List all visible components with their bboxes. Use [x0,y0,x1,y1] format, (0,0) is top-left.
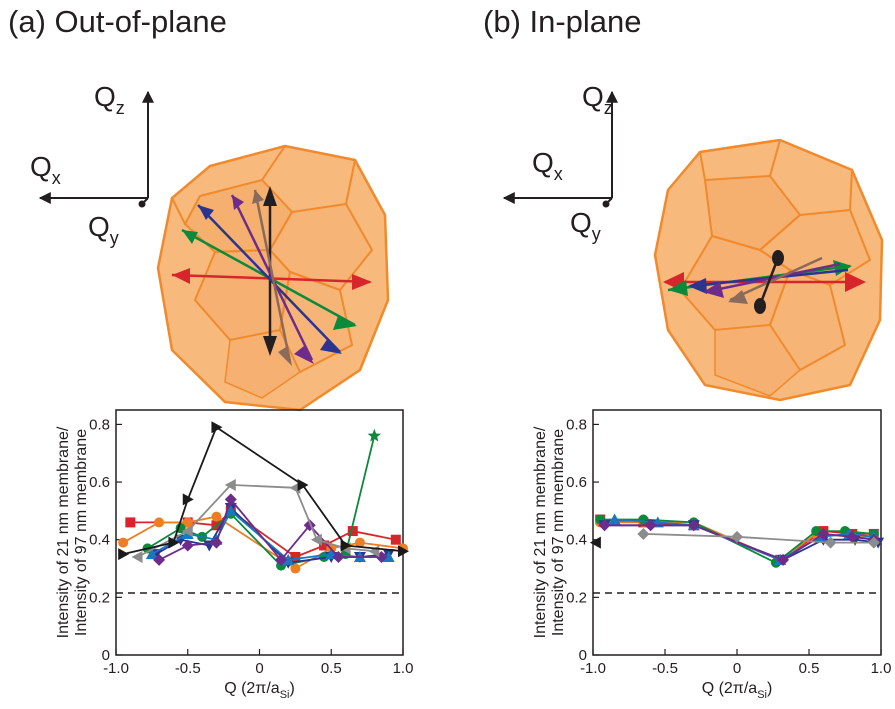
y-tick-label: 0.4 [89,532,110,549]
x-tick-label: 1.0 [871,660,892,677]
y-axis-label-line2-a: Intensity of 97 nm membrane [73,429,90,636]
x-tick-label: 0 [255,660,263,677]
y-axis-label-line2-b: Intensity of 97 nm membrane [550,429,567,636]
data-point [398,545,409,558]
qy-label-b: Qy [570,207,601,244]
chart-a: -1.0 -0.5 0 0.5 1.0 0 0.2 0.4 0.6 0.8 Q (2π/aSi) In… [55,409,414,701]
axes-triad-a: Qz Qx Qy [30,81,154,248]
data-point [118,548,130,561]
series-a-8 [118,421,409,561]
data-point [644,519,657,532]
data-point [390,534,401,545]
data-point [290,563,301,574]
data-point [598,519,611,532]
data-point [211,511,222,522]
data-point [846,530,859,543]
data-point [340,539,352,552]
data-point [168,536,180,549]
series-line [643,533,874,544]
data-point [354,537,365,548]
qz-label-a: Qz [94,81,125,118]
data-point [731,530,743,543]
data-point [182,517,193,528]
data-point [118,537,129,548]
x-tick-label: -1.0 [103,660,129,677]
data-point [347,526,358,537]
series-b-8 [589,536,601,549]
x-tick-label: -0.5 [652,660,678,677]
y-tick-label: 0 [102,647,110,664]
data-point [637,527,650,540]
y-tick-label: 0.8 [89,416,110,433]
data-point [182,493,194,506]
y-tick-label: 0.2 [89,589,110,606]
data-point [224,504,237,516]
data-point [211,421,223,434]
data-point [589,536,601,549]
data-point [310,533,322,546]
data-point [290,552,301,562]
y-tick-label: 0.4 [566,532,587,549]
data-point [367,428,381,442]
y-axis-label-line1-b: Intensity of 21 nm membrane/ [532,426,549,638]
data-point [131,551,143,563]
y-tick-label: 0.8 [566,416,587,433]
data-point [224,493,237,506]
data-point [145,548,158,560]
data-point [687,519,700,532]
data-point [382,551,395,562]
data-point [817,527,830,540]
x-axis-label-a: Q (2π/aSi) [224,680,295,701]
y-tick-label: 0 [579,647,587,664]
series-line [137,483,375,558]
vector-arrows-a [171,186,372,366]
data-point [181,539,194,552]
panel-b-title: (b) In-plane [483,4,642,39]
data-point [275,553,288,566]
data-point [332,551,345,563]
data-point [777,553,790,566]
y-tick-label: 0.6 [89,474,110,491]
qx-label-b: Qx [532,147,563,184]
series-a-2 [118,511,408,574]
data-point [297,478,309,491]
data-point [824,536,837,549]
qx-label-a: Qx [30,151,61,188]
series-b-7 [637,527,880,549]
chart-b: -1.0 -0.5 0 0.5 1.0 0 0.2 0.4 0.6 0.8 Q (2π/aSi) In… [532,409,892,701]
x-tick-label: -1.0 [580,660,606,677]
data-point [154,517,165,528]
data-point [153,553,166,566]
series-a-6 [153,493,388,566]
x-tick-label: 0 [733,660,741,677]
qy-label-a: Qy [88,211,119,248]
data-point [282,553,295,565]
panel-a-title: (a) Out-of-plane [8,4,227,39]
x-tick-label: 0.5 [321,660,342,677]
data-point [319,540,330,551]
data-point [224,478,236,491]
x-tick-label: -0.5 [175,660,201,677]
x-axis-label-b: Q (2π/aSi) [702,680,773,701]
qz-label-b: Qz [582,81,613,118]
y-tick-label: 0.6 [566,474,587,491]
vector-arrows-b [663,250,866,314]
y-axis-label-line1-a: Intensity of 21 nm membrane/ [55,426,72,638]
axes-triad-b: Qz Qx Qy [502,81,618,244]
y-tick-label: 0.2 [566,589,587,606]
data-point [210,536,223,549]
data-point [867,536,880,549]
data-point [608,513,621,525]
x-tick-label: 1.0 [393,660,414,677]
data-point [181,525,193,538]
data-point [125,517,136,528]
x-tick-label: 0.5 [799,660,820,677]
